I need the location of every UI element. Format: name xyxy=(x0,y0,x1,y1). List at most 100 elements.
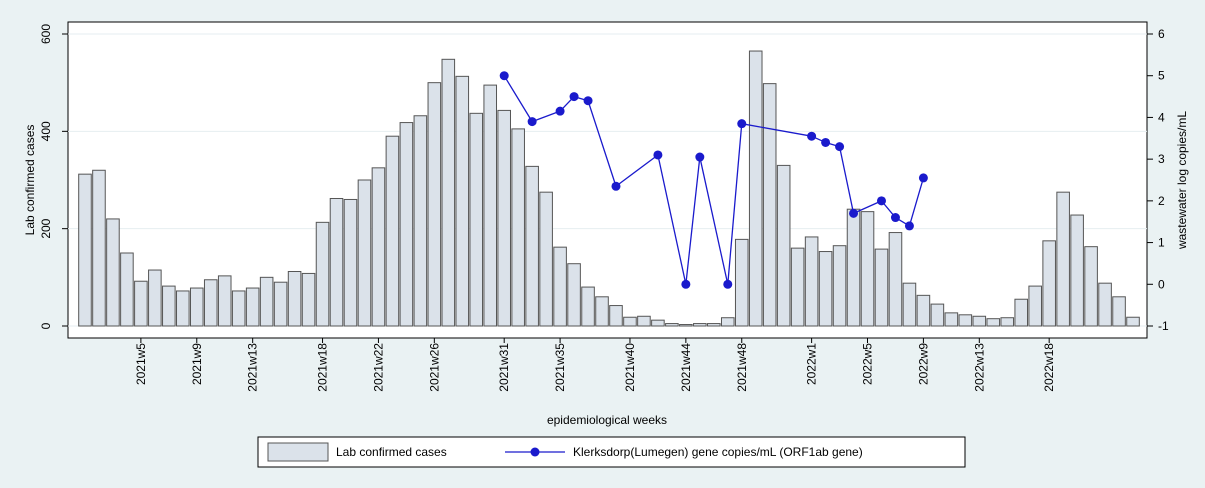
bar xyxy=(176,290,190,327)
bar xyxy=(944,312,959,327)
bar xyxy=(637,315,651,327)
bar xyxy=(1098,282,1112,327)
line-segment xyxy=(657,154,687,285)
bar xyxy=(581,286,595,327)
y-axis-title: Lab confirmed cases xyxy=(23,125,37,236)
y-tick-label: 400 xyxy=(39,121,53,141)
bar xyxy=(455,75,470,327)
x-tick-label: 2021w26 xyxy=(427,343,441,392)
bar xyxy=(469,112,484,327)
plot-area xyxy=(67,21,1148,339)
x-tick-label: 2021w13 xyxy=(246,343,260,392)
legend-marker xyxy=(530,447,540,457)
bar xyxy=(972,315,987,327)
bar xyxy=(567,263,581,327)
bar xyxy=(329,197,344,327)
bar xyxy=(693,323,707,327)
bar xyxy=(273,281,288,327)
bar xyxy=(427,82,442,327)
bar xyxy=(413,115,428,327)
x-tick-label: 2021w44 xyxy=(679,343,693,392)
bar xyxy=(720,317,735,327)
bar xyxy=(804,236,819,327)
x-tick-label: 2021w48 xyxy=(735,343,749,392)
bar xyxy=(399,122,414,327)
bar xyxy=(385,135,400,327)
line-segment xyxy=(615,154,659,187)
y2-tick-label: 0 xyxy=(1158,277,1165,291)
bar xyxy=(148,269,162,327)
bar xyxy=(595,296,609,327)
x-tick-label: 2021w22 xyxy=(371,343,385,392)
line-point xyxy=(835,142,845,152)
x-tick-label: 2022w9 xyxy=(916,343,930,385)
x-tick-label: 2021w5 xyxy=(134,343,148,385)
bar xyxy=(134,280,148,327)
bar xyxy=(679,324,693,327)
line-point xyxy=(499,71,509,81)
bar xyxy=(497,109,511,327)
x-tick-label: 2022w5 xyxy=(861,343,875,385)
x-tick-label: 2021w9 xyxy=(190,343,204,385)
bar xyxy=(818,251,833,327)
y2-tick-label: -1 xyxy=(1158,319,1169,333)
bar xyxy=(120,252,134,327)
legend-label: Klerksdorp(Lumegen) gene copies/mL (ORF1… xyxy=(573,445,863,459)
x-tick-label: 2021w18 xyxy=(316,343,330,392)
bar xyxy=(986,318,1001,327)
x-tick-label: 2021w31 xyxy=(497,343,511,392)
legend xyxy=(257,436,966,468)
bar xyxy=(162,285,176,327)
x-tick-label: 2022w13 xyxy=(972,343,986,392)
line-point xyxy=(611,181,621,191)
bar xyxy=(1112,296,1126,327)
bar xyxy=(734,238,749,327)
bar xyxy=(1056,191,1070,327)
bar xyxy=(371,167,386,327)
bar xyxy=(1070,214,1084,327)
bar xyxy=(287,270,302,327)
line-point xyxy=(681,279,691,289)
bar xyxy=(343,198,358,327)
x-tick-label: 2022w1 xyxy=(805,343,819,385)
x-tick-label: 2022w18 xyxy=(1042,343,1056,392)
y2-tick-label: 6 xyxy=(1158,27,1165,41)
bar xyxy=(1028,285,1042,327)
bar xyxy=(748,50,763,327)
bar xyxy=(106,218,120,327)
y-tick-label: 200 xyxy=(39,218,53,238)
legend-swatch xyxy=(267,442,329,462)
line-point xyxy=(583,96,593,106)
y-tick-label: 600 xyxy=(39,24,53,44)
line-segment xyxy=(503,75,533,122)
x-tick-label: 2021w40 xyxy=(623,343,637,392)
bar xyxy=(651,319,665,327)
line-segment xyxy=(587,100,617,187)
bar xyxy=(217,275,232,327)
line-segment xyxy=(531,110,561,123)
y-tick-label: 0 xyxy=(39,322,53,329)
bar xyxy=(441,58,456,327)
bar xyxy=(902,282,917,327)
bar xyxy=(78,173,92,327)
bar xyxy=(832,245,847,327)
bar xyxy=(301,272,316,327)
bar xyxy=(1000,317,1015,327)
bar xyxy=(958,314,973,327)
line-point xyxy=(807,131,817,141)
y2-axis-title: wastewater log copies/mL xyxy=(1175,111,1189,250)
bar xyxy=(609,305,623,327)
line-point xyxy=(653,150,663,160)
x-axis-title: epidemiological weeks xyxy=(547,413,667,427)
y2-tick-label: 2 xyxy=(1158,194,1165,208)
bar xyxy=(623,316,637,327)
bar xyxy=(776,164,791,327)
bar xyxy=(245,287,260,327)
bar xyxy=(916,294,931,327)
bar xyxy=(315,221,330,327)
bar xyxy=(930,303,945,327)
line-point xyxy=(695,152,705,162)
bar xyxy=(553,246,567,327)
bar xyxy=(357,179,372,327)
